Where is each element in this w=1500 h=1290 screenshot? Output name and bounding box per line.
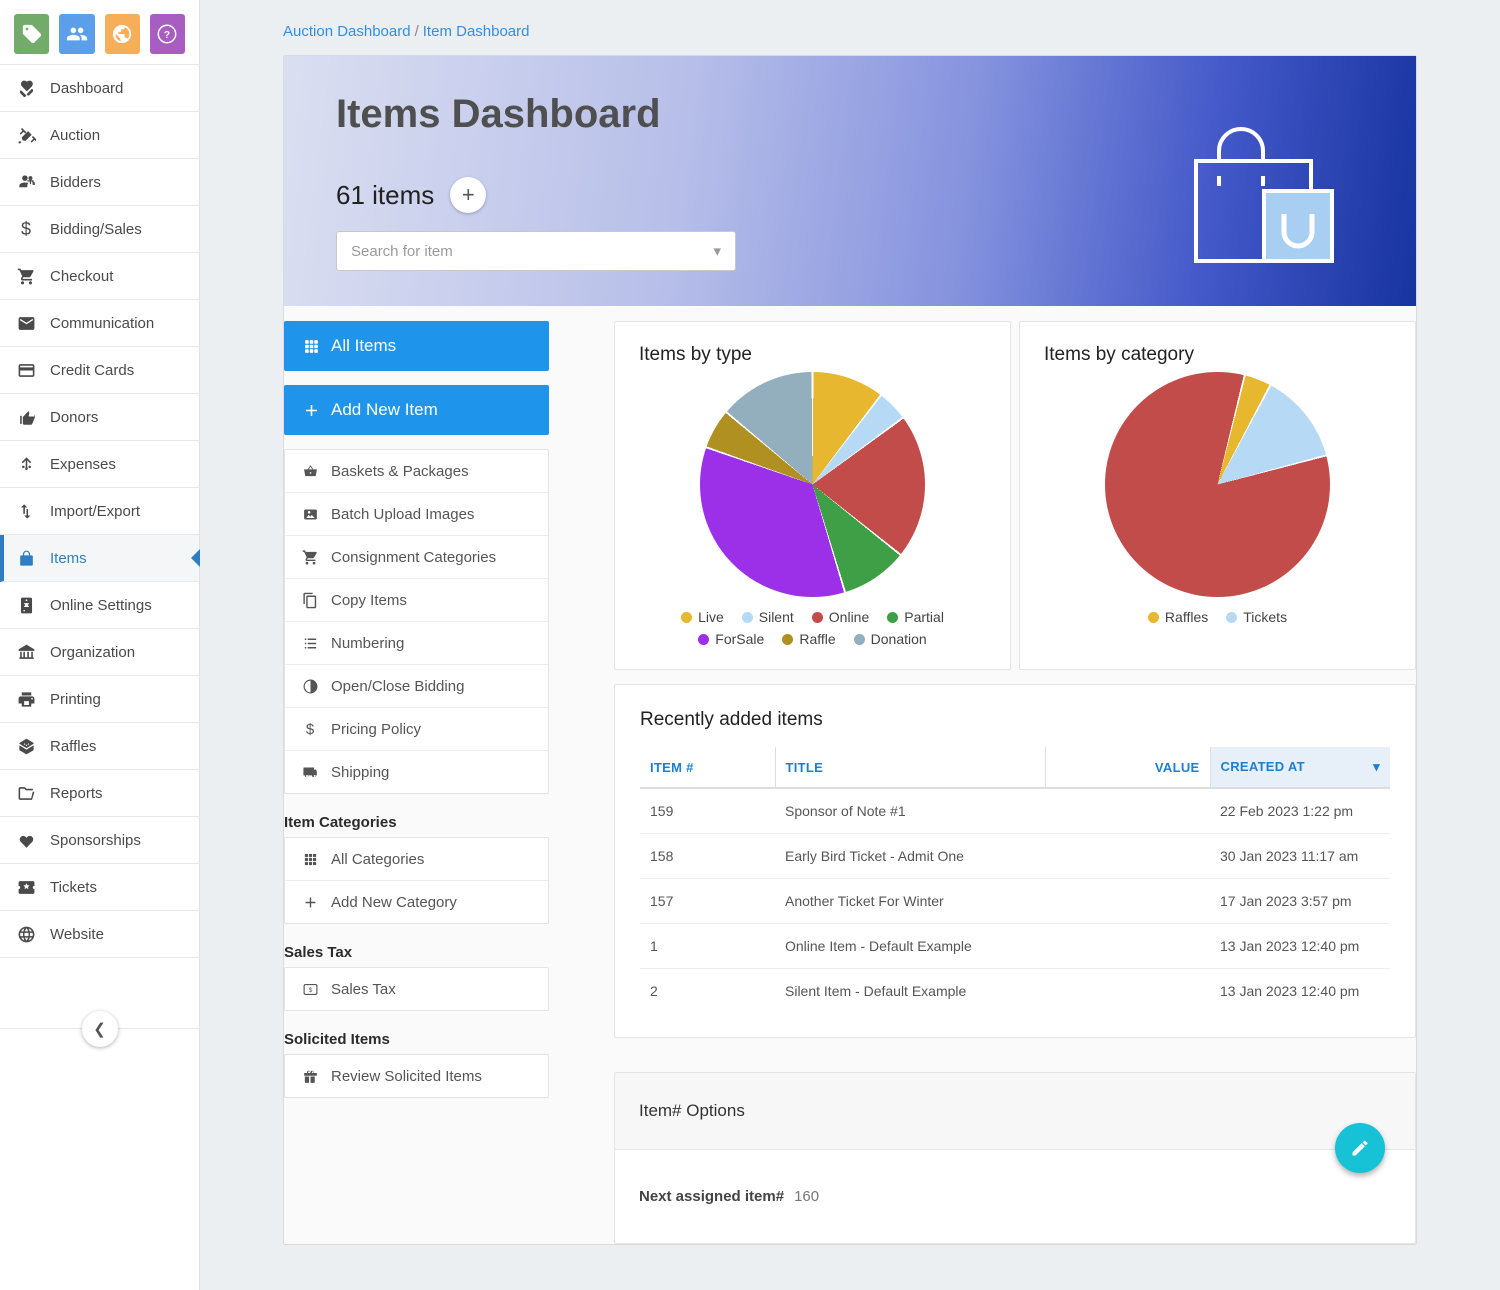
svg-text:$: $ xyxy=(308,986,312,993)
svg-text:?: ? xyxy=(164,30,170,41)
